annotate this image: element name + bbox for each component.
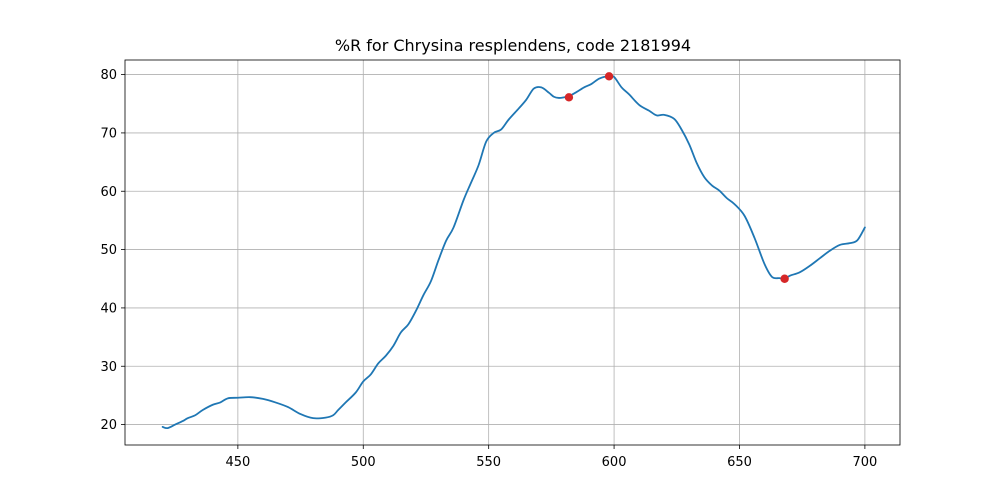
chart-title: %R for Chrysina resplendens, code 218199… bbox=[335, 36, 691, 55]
x-tick-label: 650 bbox=[727, 455, 752, 470]
y-tick-label: 50 bbox=[100, 243, 117, 258]
series-layer bbox=[161, 75, 866, 430]
series-line bbox=[161, 75, 866, 430]
x-axis: 450 500 550 600 650 700 bbox=[225, 445, 877, 470]
y-tick-label: 60 bbox=[100, 185, 117, 200]
data-point-marker bbox=[780, 274, 789, 283]
y-tick-label: 70 bbox=[100, 126, 117, 141]
y-tick-label: 20 bbox=[100, 418, 117, 433]
y-tick-label: 30 bbox=[100, 360, 117, 375]
x-tick-label: 450 bbox=[225, 455, 250, 470]
y-tick-label: 80 bbox=[100, 68, 117, 83]
data-point-marker bbox=[564, 93, 574, 102]
data-point-marker bbox=[604, 72, 614, 81]
x-tick-label: 700 bbox=[852, 455, 877, 470]
x-tick-label: 500 bbox=[351, 455, 376, 470]
x-tick-label: 600 bbox=[602, 455, 627, 470]
grid bbox=[125, 60, 900, 445]
x-tick-label: 550 bbox=[476, 455, 501, 470]
plot-area-frame bbox=[124, 59, 901, 446]
marker-layer bbox=[564, 72, 789, 283]
y-tick-label: 40 bbox=[100, 301, 117, 316]
y-axis: 20 30 40 50 60 70 80 bbox=[100, 68, 125, 433]
